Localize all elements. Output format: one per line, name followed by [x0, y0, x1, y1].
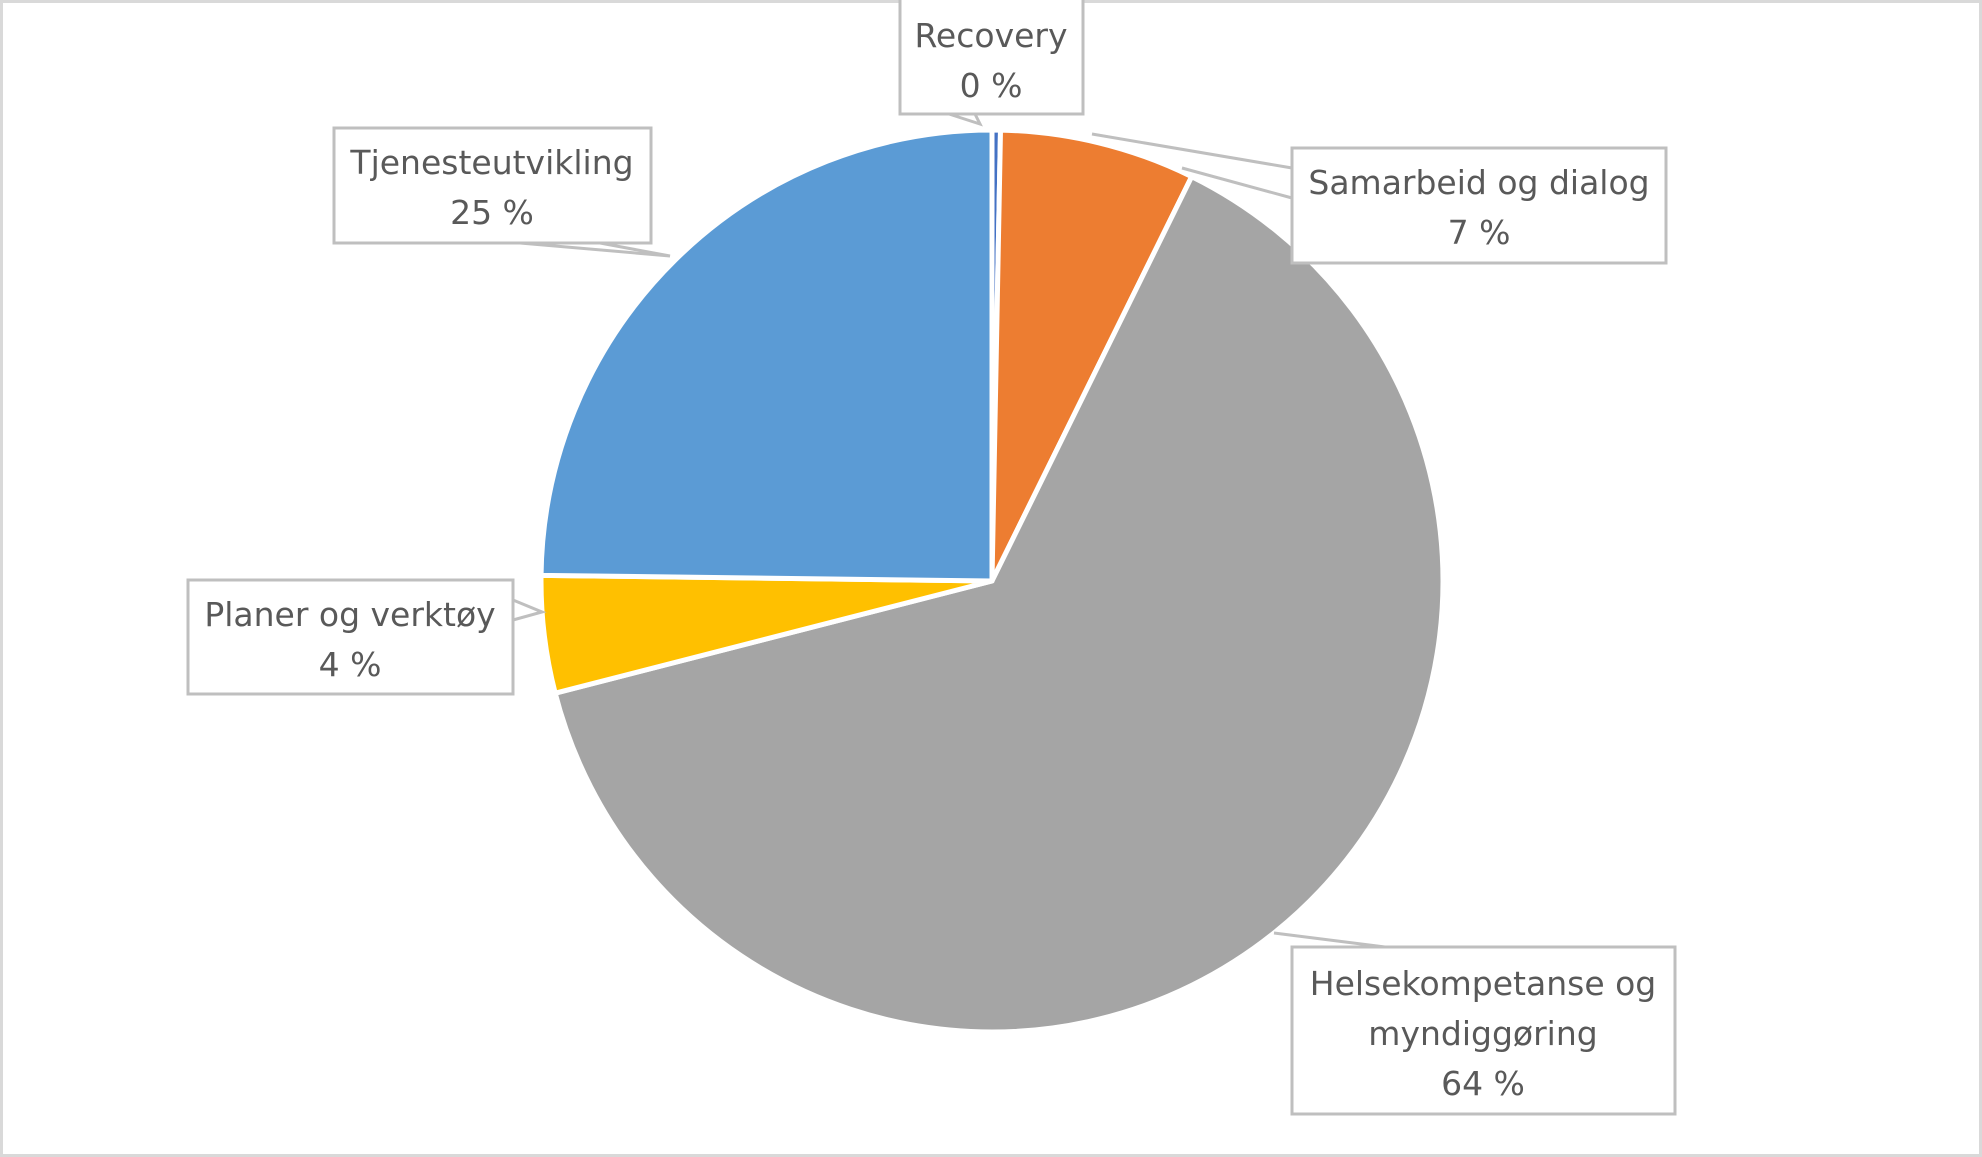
- label-planer-name: Planer og verktøy: [204, 595, 495, 634]
- label-helse-name-1: Helsekompetanse og: [1310, 964, 1657, 1003]
- slice-tjeneste: [538, 127, 995, 584]
- callout-box-tjeneste: [332, 126, 653, 245]
- label-planer-pct: 4 %: [319, 645, 382, 684]
- callout-box-samarbeid: [1290, 146, 1668, 265]
- leader-samarbeid: [1091, 132, 1293, 170]
- label-tjeneste-pct: 25 %: [450, 193, 534, 232]
- callout-box-helse: [1290, 945, 1677, 1116]
- slice-samarbeid: [989, 127, 1195, 584]
- leader-planer: [512, 598, 547, 622]
- leader-recovery: [948, 112, 983, 127]
- label-helse-name-2: myndiggøring: [1368, 1014, 1597, 1053]
- label-helse-pct: 64 %: [1441, 1064, 1525, 1103]
- pie-slices: [538, 127, 1446, 1035]
- callout-box-recovery: [898, 0, 1085, 116]
- label-recovery-pct: 0 %: [960, 66, 1023, 105]
- leader-tjeneste: [519, 241, 671, 258]
- label-recovery-name: Recovery: [914, 16, 1067, 55]
- callout-box-planer: [186, 578, 515, 696]
- slice-helse: [552, 174, 1446, 1035]
- label-samarbeid-pct: 7 %: [1448, 213, 1511, 252]
- leader-samarbeid-2: [1181, 166, 1293, 200]
- label-samarbeid-name: Samarbeid og dialog: [1308, 163, 1649, 202]
- label-tjeneste-name: Tjenesteutvikling: [349, 143, 633, 182]
